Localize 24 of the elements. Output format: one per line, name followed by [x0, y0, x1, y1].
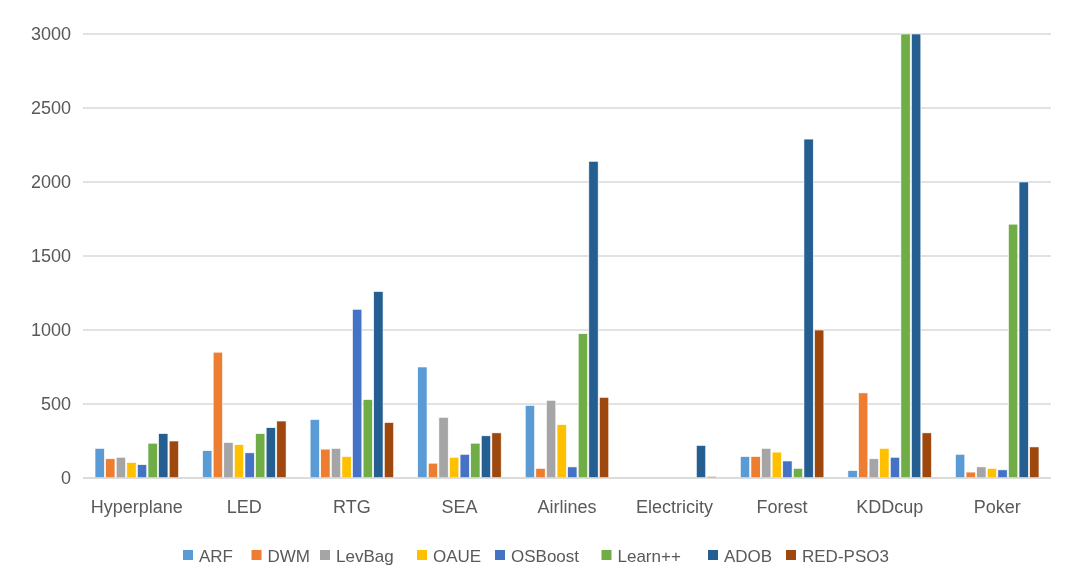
legend-label: OSBoost — [511, 546, 580, 566]
legend-label: Learn++ — [617, 546, 681, 566]
x-tick-label: Hyperplane — [90, 497, 183, 517]
x-tick-label: RTG — [333, 497, 371, 517]
x-tick-label: Electricity — [636, 497, 714, 517]
x-tick-label: Forest — [756, 497, 808, 517]
legend-label: OAUE — [433, 546, 482, 566]
legend-label: ARF — [199, 546, 233, 566]
x-tick-label: Airlines — [537, 497, 597, 517]
y-tick-label: 3000 — [30, 24, 71, 45]
y-tick-label: 1500 — [30, 246, 71, 267]
x-tick-label: KDDcup — [856, 497, 924, 517]
x-tick-label: LED — [226, 497, 262, 517]
legend-label: RED-PSO3 — [802, 546, 889, 566]
y-tick-label: 500 — [40, 394, 71, 415]
y-tick-label: 0 — [60, 468, 71, 489]
y-tick-label: 2500 — [30, 98, 71, 119]
y-tick-label: 2000 — [30, 172, 71, 193]
x-tick-label: Poker — [973, 497, 1021, 517]
legend-label: LevBag — [336, 546, 394, 566]
legend-label: ADOB — [724, 546, 773, 566]
y-tick-label: 1000 — [30, 320, 71, 341]
x-tick-label: SEA — [441, 497, 478, 517]
legend-label: DWM — [267, 546, 310, 566]
